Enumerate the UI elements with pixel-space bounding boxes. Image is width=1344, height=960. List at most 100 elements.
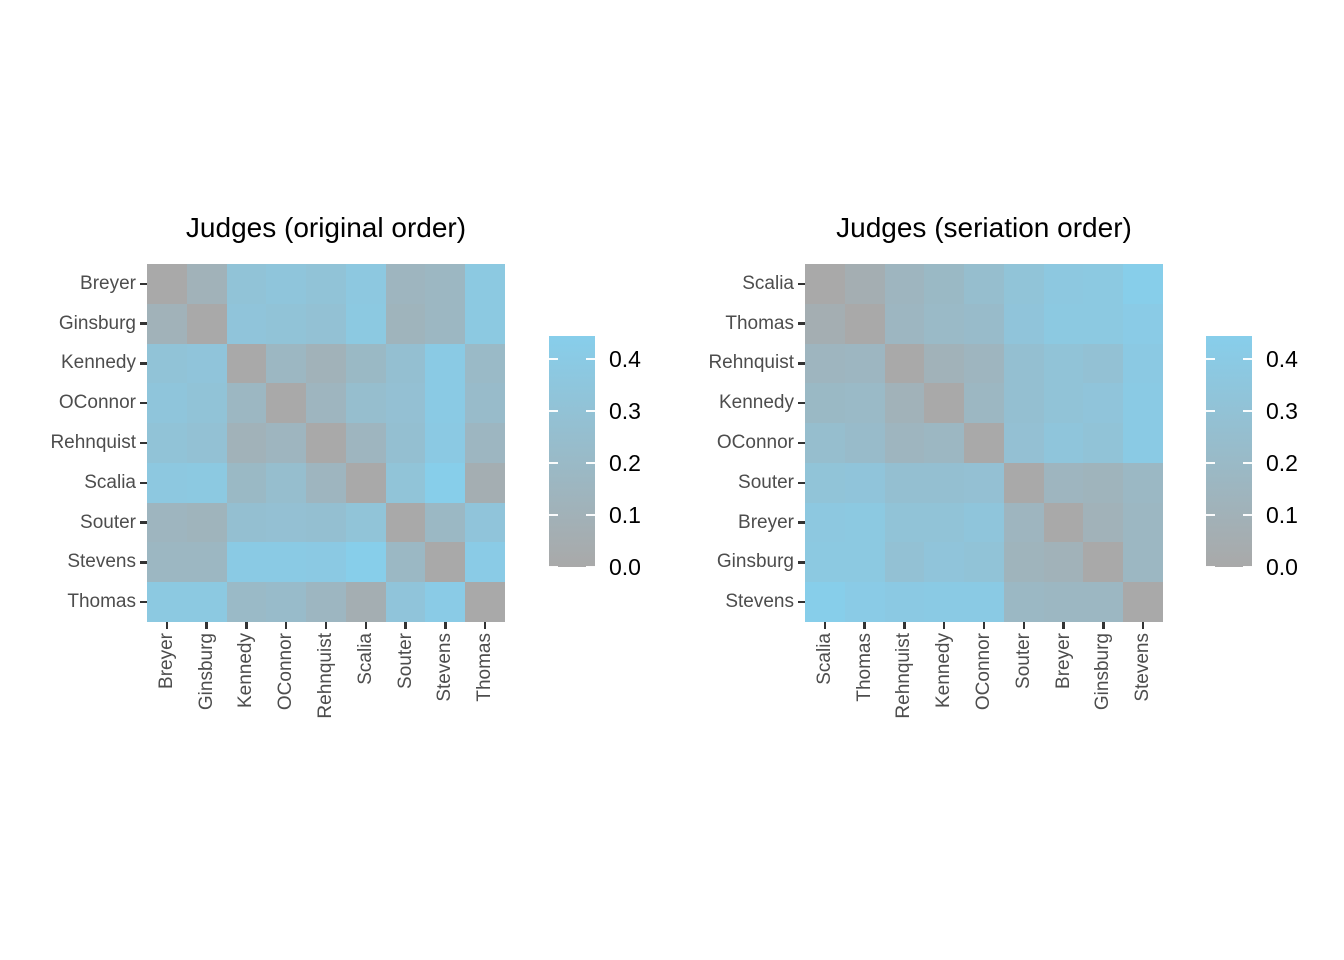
- heatmap-panel: [147, 264, 505, 622]
- cell-Rehnquist-OConnor: [266, 423, 307, 463]
- cell-Ginsburg-OConnor: [266, 303, 307, 344]
- axis-tick-y: [140, 521, 147, 524]
- cell-Breyer-OConnor: [964, 502, 1004, 543]
- cell-Souter-Rehnquist: [306, 502, 346, 543]
- legend-tick-mark: [586, 566, 595, 567]
- cell-Stevens-Souter: [385, 542, 426, 583]
- axis-tick-x: [324, 622, 328, 629]
- col-label-Scalia: Scalia: [813, 633, 835, 685]
- row-label-Kennedy: Kennedy: [60, 352, 136, 374]
- axis-tick-y: [140, 561, 147, 564]
- axis-tick-x: [863, 622, 866, 629]
- cell-Kennedy-Ginsburg: [186, 343, 227, 384]
- cell-Ginsburg-Breyer: [147, 303, 187, 344]
- cell-Ginsburg-Thomas: [465, 303, 505, 344]
- legend-tick-label: 0.0: [609, 554, 641, 580]
- cell-Stevens-Stevens: [1123, 582, 1163, 622]
- cell-Kennedy-Rehnquist: [306, 343, 346, 384]
- col-label-Breyer: Breyer: [1052, 633, 1074, 689]
- cell-Ginsburg-Souter: [385, 303, 426, 344]
- cell-Breyer-Scalia: [345, 264, 386, 304]
- cell-Thomas-Scalia: [805, 303, 845, 344]
- row-label-Stevens: Stevens: [67, 551, 136, 573]
- cell-Scalia-Thomas: [465, 462, 505, 503]
- row-label-Ginsburg: Ginsburg: [716, 551, 794, 573]
- cell-Thomas-Breyer: [147, 582, 187, 622]
- axis-tick-x: [903, 622, 906, 629]
- cell-Souter-Souter: [385, 502, 426, 543]
- col-label-OConnor: OConnor: [973, 633, 994, 711]
- cell-Thomas-Souter: [385, 582, 426, 622]
- cell-Rehnquist-Ginsburg: [1083, 343, 1124, 384]
- cell-Kennedy-OConnor: [266, 343, 307, 384]
- axis-tick-y: [798, 481, 805, 485]
- cell-Souter-OConnor: [266, 502, 307, 543]
- cell-Kennedy-Ginsburg: [1083, 383, 1124, 424]
- cell-Scalia-Ginsburg: [1083, 264, 1124, 304]
- cell-OConnor-Ginsburg: [1083, 423, 1124, 463]
- cell-Souter-Souter: [1003, 462, 1044, 503]
- cell-Thomas-Thomas: [844, 303, 885, 344]
- cell-Scalia-Souter: [385, 462, 426, 503]
- cell-Thomas-Souter: [1003, 303, 1044, 344]
- axis-tick-x: [165, 622, 169, 629]
- cell-Kennedy-Breyer: [1043, 383, 1084, 424]
- axis-tick-y: [140, 282, 147, 286]
- cell-Rehnquist-Scalia: [805, 343, 845, 384]
- cell-OConnor-Souter: [385, 383, 426, 424]
- cell-Breyer-Kennedy: [924, 502, 965, 543]
- legend-tick-label: 0.1: [609, 502, 641, 529]
- cell-Breyer-Souter: [1003, 502, 1044, 543]
- cell-Scalia-Breyer: [1043, 264, 1084, 304]
- legend-tick-mark: [1243, 410, 1252, 413]
- cell-Kennedy-Kennedy: [226, 343, 267, 384]
- cell-Rehnquist-Thomas: [465, 423, 505, 463]
- cell-Kennedy-Stevens: [1123, 383, 1163, 424]
- cell-Thomas-Kennedy: [226, 582, 267, 622]
- cell-Stevens-Breyer: [1043, 582, 1084, 622]
- cell-Breyer-Rehnquist: [306, 264, 346, 304]
- cell-Rehnquist-Rehnquist: [306, 423, 346, 463]
- axis-tick-y: [798, 600, 805, 604]
- axis-tick-y: [798, 282, 805, 286]
- legend-tick-mark: [549, 514, 558, 517]
- cell-Stevens-Souter: [1003, 582, 1044, 622]
- cell-Scalia-Souter: [1003, 264, 1044, 304]
- cell-Scalia-Kennedy: [924, 264, 965, 304]
- axis-tick-y: [798, 521, 805, 524]
- cell-Ginsburg-Kennedy: [226, 303, 267, 344]
- axis-tick-x: [245, 622, 248, 629]
- cell-Scalia-Rehnquist: [306, 462, 346, 503]
- col-label-Rehnquist: Rehnquist: [893, 633, 915, 719]
- axis-tick-x: [1102, 622, 1105, 629]
- cell-Rehnquist-Breyer: [1043, 343, 1084, 384]
- cell-Rehnquist-Scalia: [345, 423, 386, 463]
- plot-title: Judges (seriation order): [836, 212, 1132, 243]
- legend-tick-label: 0.0: [1266, 554, 1298, 580]
- cell-Souter-Stevens: [1123, 462, 1163, 503]
- cell-Thomas-Ginsburg: [186, 582, 227, 622]
- cell-OConnor-Souter: [1003, 423, 1044, 463]
- cell-OConnor-Thomas: [465, 383, 505, 424]
- axis-tick-x: [483, 622, 487, 629]
- cell-Rehnquist-Kennedy: [924, 343, 965, 384]
- cell-Ginsburg-OConnor: [964, 542, 1004, 583]
- cell-Thomas-Rehnquist: [306, 582, 346, 622]
- plot-title: Judges (original order): [185, 212, 467, 243]
- legend-tick-mark: [1243, 514, 1252, 517]
- cell-Kennedy-Rehnquist: [884, 383, 925, 424]
- cell-Thomas-Stevens: [1123, 303, 1163, 344]
- cell-Scalia-Stevens: [425, 462, 466, 503]
- cell-Souter-Breyer: [1043, 462, 1084, 503]
- cell-Rehnquist-Breyer: [147, 423, 187, 463]
- cell-Souter-Kennedy: [226, 502, 267, 543]
- cell-Kennedy-Souter: [1003, 383, 1044, 424]
- cell-Ginsburg-Kennedy: [924, 542, 965, 583]
- cell-Ginsburg-Thomas: [844, 542, 885, 583]
- cell-Rehnquist-Thomas: [844, 343, 885, 384]
- col-label-Ginsburg: Ginsburg: [1092, 633, 1114, 711]
- cell-Scalia-Scalia: [345, 462, 386, 503]
- cell-Stevens-Breyer: [147, 542, 187, 583]
- legend-tick-mark: [586, 514, 595, 517]
- cell-Ginsburg-Stevens: [1123, 542, 1163, 583]
